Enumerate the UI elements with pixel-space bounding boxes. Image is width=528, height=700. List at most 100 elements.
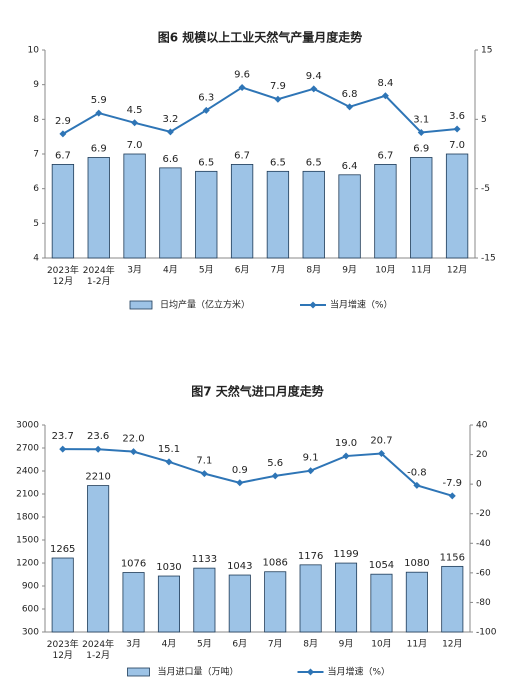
y2-tick-label: -100 <box>476 628 497 638</box>
bar <box>157 575 180 633</box>
bar <box>335 562 358 633</box>
line-value-label: 3.6 <box>449 111 465 122</box>
y2-tick-label: 0 <box>476 480 482 490</box>
y2-tick-label: -60 <box>476 568 491 578</box>
y2-tick-label: 15 <box>481 46 492 56</box>
bar <box>445 153 469 259</box>
legend-label: 当月增速（%） <box>330 299 393 311</box>
line-marker <box>202 106 210 114</box>
line-value-label: -0.8 <box>407 467 427 478</box>
y2-tick-label: 40 <box>476 421 488 431</box>
x-tick-label: 9月 <box>342 265 357 276</box>
y-tick-label: 3000 <box>16 421 39 431</box>
bar <box>159 167 182 259</box>
y-tick-label: 1500 <box>16 536 39 546</box>
bar-value-label: 1076 <box>121 559 146 570</box>
bar <box>338 174 361 259</box>
line <box>62 448 453 497</box>
x-tick-label: 9月 <box>339 639 354 650</box>
bar-value-label: 1080 <box>404 558 429 569</box>
line-value-label: 5.6 <box>267 458 283 469</box>
bar <box>123 153 146 259</box>
bar <box>230 163 254 259</box>
y2-tick-label: 20 <box>476 450 488 460</box>
line <box>62 86 458 135</box>
x-tick-label: 6月 <box>232 639 247 650</box>
line-marker <box>130 448 138 456</box>
y-tick-label: 10 <box>28 46 40 56</box>
x-tick-label: 6月 <box>235 265 250 276</box>
bar <box>195 170 218 259</box>
bar-value-label: 6.6 <box>162 154 178 165</box>
y-tick-label: 2100 <box>16 490 39 500</box>
y-tick-label: 5 <box>33 219 39 229</box>
legend-label: 当月进口量（万吨） <box>158 666 239 678</box>
y2-tick-label: -5 <box>481 184 490 194</box>
x-tick-label: 10月 <box>375 265 395 276</box>
line-marker <box>200 470 208 478</box>
y2-tick-label: -20 <box>476 509 491 519</box>
bar <box>264 571 287 633</box>
line-marker <box>59 130 67 138</box>
y-tick-label: 2400 <box>16 467 39 477</box>
line-marker <box>94 445 102 453</box>
line-marker <box>342 452 350 460</box>
bar-value-label: 2210 <box>85 472 110 483</box>
legend-swatch <box>309 301 317 309</box>
y-tick-label: 1800 <box>16 513 39 523</box>
bar-value-label: 1054 <box>369 560 394 571</box>
x-tick-label: 12月 <box>442 639 462 650</box>
y-tick-label: 7 <box>33 150 39 160</box>
bar-value-label: 6.9 <box>91 143 107 154</box>
line-value-label: 9.1 <box>303 453 319 464</box>
line-marker <box>346 103 354 111</box>
x-tick-label: 4月 <box>162 639 177 650</box>
x-tick-label: 11月 <box>407 639 427 650</box>
line-value-label: 6.8 <box>342 89 358 100</box>
x-tick-label: 8月 <box>306 265 321 276</box>
bar-value-label: 1176 <box>298 551 323 562</box>
y2-tick-label: -80 <box>476 598 491 608</box>
bar <box>87 157 110 259</box>
bar-value-label: 1156 <box>440 552 465 563</box>
bar <box>299 564 322 633</box>
x-tick-label: 8月 <box>303 639 318 650</box>
line-value-label: 19.0 <box>335 438 357 449</box>
bar-value-label: 1086 <box>262 558 287 569</box>
bar <box>193 567 216 633</box>
bar <box>370 573 393 633</box>
legend-swatch <box>127 667 150 677</box>
x-tick-label: 11月 <box>411 265 431 276</box>
line-marker <box>131 119 139 127</box>
x-tick-label: 2023年 12月 <box>47 264 79 287</box>
bar-value-label: 6.7 <box>377 150 393 161</box>
line-marker <box>165 458 173 466</box>
legend-label: 当月增速（%） <box>328 666 391 678</box>
bar <box>374 163 397 259</box>
line-value-label: 2.9 <box>55 116 71 127</box>
bar-value-label: 6.5 <box>198 157 214 168</box>
x-tick-label: 2023年 12月 <box>47 638 79 661</box>
line-marker <box>448 492 456 500</box>
x-tick-label: 3月 <box>127 265 142 276</box>
bar-value-label: 6.5 <box>270 157 286 168</box>
bar-value-label: 7.0 <box>127 140 143 151</box>
x-tick-label: 5月 <box>199 265 214 276</box>
bar-value-label: 6.5 <box>306 157 322 168</box>
line-value-label: 3.2 <box>162 114 178 125</box>
bar <box>405 571 428 633</box>
y2-tick-label: -15 <box>481 254 496 264</box>
bar <box>302 170 325 259</box>
line-marker <box>453 125 461 133</box>
bar-value-label: 1030 <box>156 562 181 573</box>
y-tick-label: 4 <box>33 254 39 264</box>
chart-title: 图6 规模以上工业天然气产量月度走势 <box>158 30 363 45</box>
line-marker <box>413 481 421 489</box>
line-value-label: 6.3 <box>198 92 214 103</box>
line-value-label: 20.7 <box>370 436 392 447</box>
line-value-label: 7.1 <box>196 456 212 467</box>
bar-value-label: 7.0 <box>449 140 465 151</box>
bar <box>266 170 290 259</box>
bar <box>122 572 145 633</box>
